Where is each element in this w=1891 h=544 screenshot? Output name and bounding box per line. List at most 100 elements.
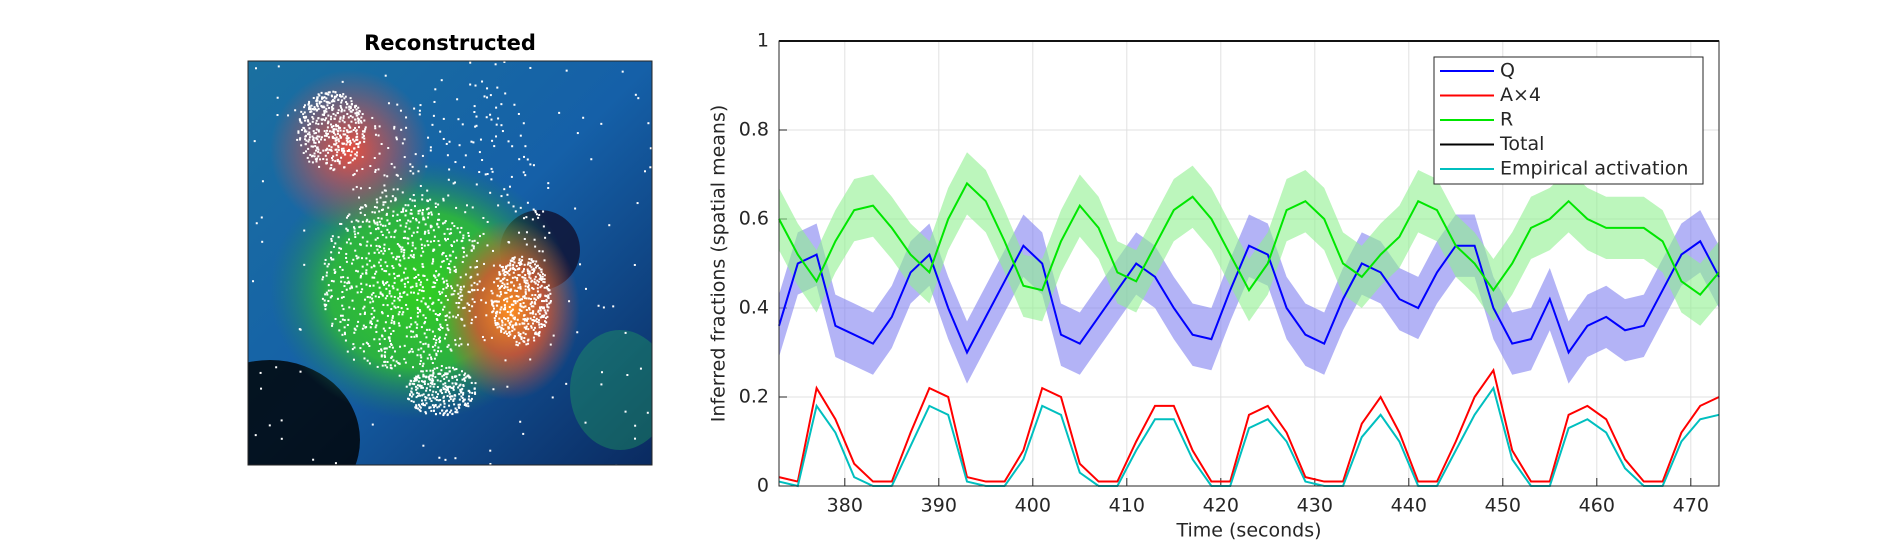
dot xyxy=(370,320,373,323)
dot xyxy=(328,148,331,151)
dot xyxy=(510,313,513,316)
dot xyxy=(376,221,379,224)
dot xyxy=(325,303,328,306)
dot xyxy=(421,394,424,397)
dot xyxy=(341,333,344,336)
dot xyxy=(409,163,412,166)
dot xyxy=(393,277,396,280)
dot xyxy=(367,252,370,255)
dot xyxy=(450,349,453,352)
dot xyxy=(317,93,320,96)
dot xyxy=(449,228,452,231)
dot xyxy=(419,354,422,357)
dot xyxy=(473,110,476,113)
dot xyxy=(443,305,446,308)
dot xyxy=(372,219,375,222)
dot xyxy=(348,125,351,128)
dot xyxy=(519,260,522,263)
dot xyxy=(531,271,534,274)
dot xyxy=(522,318,525,321)
dot xyxy=(444,294,447,297)
dot xyxy=(546,296,549,299)
dot xyxy=(400,250,403,253)
dot xyxy=(334,137,337,140)
dot xyxy=(531,286,534,289)
dot xyxy=(359,347,362,350)
dot xyxy=(509,323,512,326)
dot xyxy=(294,109,297,112)
dot xyxy=(393,299,396,302)
dot xyxy=(346,140,349,143)
dot xyxy=(534,313,537,316)
dot xyxy=(418,408,421,411)
dot xyxy=(427,207,430,210)
dot xyxy=(327,263,330,266)
dot xyxy=(419,310,422,313)
dot xyxy=(316,104,319,107)
dot xyxy=(342,115,345,118)
dot xyxy=(337,149,340,152)
dot xyxy=(355,254,358,257)
dot xyxy=(472,247,475,250)
dot xyxy=(260,216,263,219)
dot xyxy=(434,335,437,338)
dot xyxy=(392,359,395,362)
dot xyxy=(523,319,526,322)
dot xyxy=(399,345,402,348)
dot xyxy=(584,421,587,424)
dot xyxy=(463,374,466,377)
dot xyxy=(459,337,462,340)
dot xyxy=(331,130,334,133)
dot xyxy=(458,398,461,401)
dot xyxy=(436,393,439,396)
dot xyxy=(548,289,551,292)
dot xyxy=(470,399,473,402)
dot xyxy=(390,356,393,359)
dot xyxy=(382,327,385,330)
dot xyxy=(504,291,507,294)
dot xyxy=(502,308,505,311)
dot xyxy=(514,302,517,305)
dot xyxy=(457,118,460,121)
dot xyxy=(534,211,537,214)
dot xyxy=(342,147,345,150)
dot xyxy=(432,301,435,304)
dot xyxy=(461,261,464,264)
dot xyxy=(307,140,310,143)
dot xyxy=(486,244,489,247)
dot xyxy=(361,220,364,223)
dot xyxy=(498,286,501,289)
dot xyxy=(537,319,540,322)
dot xyxy=(308,127,311,130)
dot xyxy=(500,330,503,333)
dot xyxy=(537,321,540,324)
dot xyxy=(347,161,350,164)
dot xyxy=(356,135,359,138)
dot xyxy=(351,348,354,351)
dot xyxy=(369,165,372,168)
dot xyxy=(371,307,374,310)
dot xyxy=(303,111,306,114)
dot xyxy=(421,263,424,266)
dot xyxy=(426,189,429,192)
dot xyxy=(526,285,529,288)
dot xyxy=(468,375,471,378)
dot xyxy=(371,211,374,214)
dot xyxy=(495,300,498,303)
dot xyxy=(438,314,441,317)
dot xyxy=(506,310,509,313)
dot xyxy=(514,322,517,325)
dot xyxy=(424,320,427,323)
dot xyxy=(422,380,425,383)
dot xyxy=(366,240,369,243)
dot xyxy=(361,168,364,171)
x-tick-label: 410 xyxy=(1109,495,1145,517)
dot xyxy=(480,299,483,302)
dot xyxy=(536,287,539,290)
dot xyxy=(514,316,517,319)
dot xyxy=(545,300,548,303)
dot xyxy=(500,327,503,330)
dot xyxy=(307,124,310,127)
dot xyxy=(491,292,494,295)
dot xyxy=(471,318,474,321)
